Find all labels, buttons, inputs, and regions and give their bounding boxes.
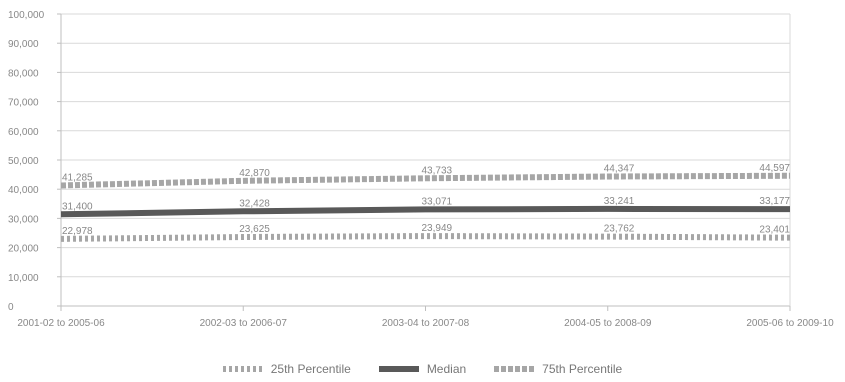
data-label: 31,400 [62, 201, 93, 212]
y-tick-label: 0 [8, 302, 14, 313]
y-tick-label: 60,000 [8, 127, 39, 138]
legend-item-median: Median [378, 362, 467, 376]
legend-label: 25th Percentile [270, 362, 351, 376]
data-label: 23,625 [239, 224, 270, 235]
data-label: 23,401 [759, 225, 790, 236]
y-tick-label: 80,000 [8, 68, 39, 79]
data-label: 23,949 [422, 223, 453, 234]
data-label: 42,870 [239, 168, 270, 179]
y-tick-label: 10,000 [8, 273, 39, 284]
data-label: 43,733 [422, 165, 453, 176]
gridlines [61, 13, 791, 307]
y-tick-label: 30,000 [8, 214, 39, 225]
legend-swatch-solid [378, 366, 419, 372]
y-axis: 0 10,000 20,000 30,000 40,000 50,000 60,000 70,… [8, 10, 62, 313]
data-label: 33,177 [759, 196, 790, 207]
series-line-75th-percentile [60, 172, 791, 189]
data-label: 33,071 [422, 196, 453, 207]
data-label: 33,241 [604, 196, 635, 207]
y-tick-label: 90,000 [8, 39, 39, 50]
legend-item-75th-percentile: 75th Percentile [494, 362, 622, 376]
legend-swatch-dash-dot [222, 366, 263, 372]
legend-label: Median [426, 362, 467, 376]
series-line-25th-percentile [60, 233, 791, 242]
legend-item-25th-percentile: 25th Percentile [222, 362, 351, 376]
line-chart: 0 10,000 20,000 30,000 40,000 50,000 60,000 70,… [8, 10, 834, 329]
data-label: 22,978 [62, 226, 93, 237]
series-lines [60, 172, 791, 242]
data-label: 32,428 [239, 198, 270, 209]
y-tick-label: 40,000 [8, 185, 39, 196]
y-tick-label: 20,000 [8, 244, 39, 255]
x-tick-label: 2001-02 to 2005-06 [17, 318, 105, 329]
x-axis: 2001-02 to 2005-06 2002-03 to 2006-07 2003… [17, 306, 834, 329]
legend-swatch-dashed [494, 366, 535, 372]
legend-label: 75th Percentile [542, 362, 623, 376]
data-label: 41,285 [62, 172, 93, 183]
series-line-median [60, 205, 791, 218]
data-label: 23,762 [604, 224, 635, 235]
y-tick-label: 70,000 [8, 98, 39, 109]
x-tick-label: 2004-05 to 2008-09 [564, 318, 652, 329]
legend: 25th Percentile Median 75th Percentile [0, 362, 845, 376]
y-tick-label: 50,000 [8, 156, 39, 167]
x-tick-label: 2003-04 to 2007-08 [382, 318, 470, 329]
data-label: 44,347 [604, 164, 635, 175]
data-label: 44,597 [759, 163, 790, 174]
x-tick-label: 2005-06 to 2009-10 [746, 318, 834, 329]
x-tick-label: 2002-03 to 2006-07 [200, 318, 288, 329]
y-tick-label: 100,000 [8, 10, 45, 21]
data-labels: 22,978 23,625 23,949 23,762 23,401 31,400 32,4… [62, 163, 790, 237]
